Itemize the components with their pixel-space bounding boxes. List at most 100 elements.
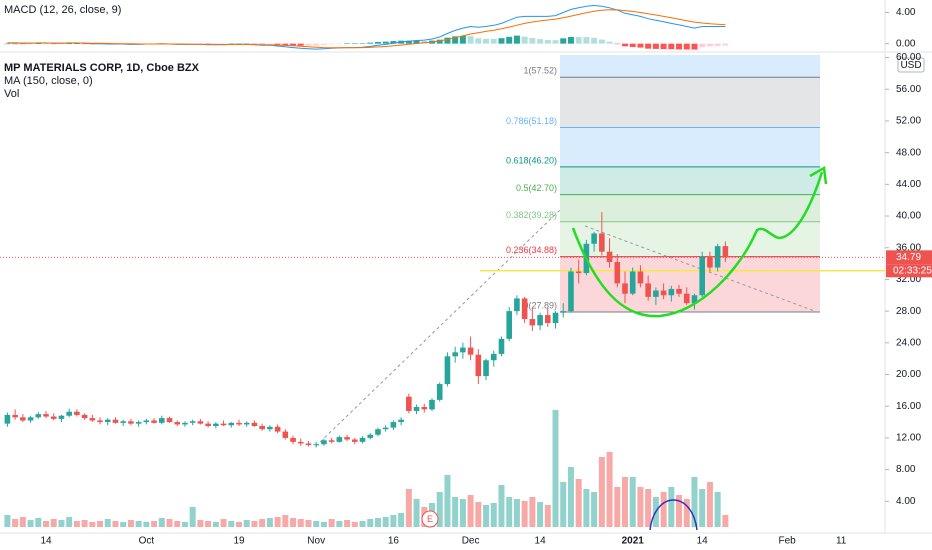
trend-line <box>315 209 561 447</box>
macd-histogram-bar <box>320 43 327 45</box>
candle-body <box>259 426 265 430</box>
macd-histogram-bar <box>282 43 289 46</box>
fib-label: 0.382(39.28) <box>506 210 557 220</box>
macd-histogram-bar <box>614 43 621 45</box>
candle-body <box>97 420 103 423</box>
volume-bar <box>243 520 250 527</box>
macd-histogram-bar <box>436 39 443 44</box>
earnings-marker[interactable] <box>421 510 439 528</box>
macd-histogram-bar <box>521 36 528 44</box>
x-tick-label: 2021 <box>622 536 645 547</box>
volume-bar <box>236 522 242 527</box>
volume-bar <box>398 513 405 527</box>
macd-histogram-bar <box>351 43 358 45</box>
volume-bar <box>313 521 320 527</box>
volume-bar <box>483 505 490 527</box>
candle-body <box>490 353 497 361</box>
macd-histogram-bar <box>4 43 11 45</box>
volume-bar <box>475 502 482 527</box>
volume-bar <box>436 492 443 527</box>
candle-body <box>637 271 644 284</box>
indicator-label: MA (150, close, 0) <box>4 75 93 87</box>
indicator-label: Vol <box>4 88 19 100</box>
candle-body <box>498 338 505 354</box>
candle-body <box>344 437 350 440</box>
candle-body <box>359 437 366 442</box>
volume-bar <box>351 522 358 527</box>
macd-histogram-bar <box>413 40 420 44</box>
volume-bar <box>537 502 544 527</box>
volume-bar <box>158 518 165 527</box>
candle-body <box>367 434 374 438</box>
candle-body <box>537 315 543 326</box>
volume-bar <box>591 492 598 527</box>
volume-bar <box>120 522 127 527</box>
fib-zone <box>560 77 820 128</box>
macd-histogram-bar <box>513 35 520 44</box>
volume-bar <box>4 515 11 527</box>
candle-body <box>50 416 57 419</box>
candle-body <box>81 414 88 419</box>
macd-histogram-bar <box>266 43 273 45</box>
macd-histogram-bar <box>537 39 544 44</box>
candle-body <box>599 233 605 252</box>
macd-histogram-bar <box>220 43 227 45</box>
candle-body <box>243 422 250 425</box>
y-tick-label: 36.00 <box>896 242 921 253</box>
macd-histogram-bar <box>367 42 374 44</box>
candle-body <box>375 429 381 435</box>
macd-histogram-bar <box>305 43 312 46</box>
volume-bar <box>274 517 281 527</box>
candle-body <box>722 246 729 258</box>
fib-label: 0.5(42.70) <box>516 183 557 193</box>
price-badge-label: 34.79 <box>896 252 921 263</box>
volume-bar <box>174 521 181 527</box>
volume-bar <box>606 452 613 527</box>
candle-body <box>143 420 150 423</box>
macd-histogram-bar <box>660 43 667 50</box>
candle-body <box>58 415 65 419</box>
macd-histogram-bar <box>405 40 412 44</box>
currency-badge[interactable] <box>897 57 925 73</box>
volume-bar <box>699 489 706 527</box>
candle-body <box>4 414 11 424</box>
volume-bar <box>498 485 505 527</box>
volume-bar <box>374 518 381 527</box>
volume-bar <box>104 519 111 527</box>
candle-body <box>112 419 119 423</box>
candle-body <box>645 283 651 297</box>
volume-bar <box>622 477 628 527</box>
volume-bar <box>614 487 621 527</box>
volume-bar <box>344 520 351 527</box>
candle-body <box>560 311 567 313</box>
candle-body <box>614 261 621 284</box>
candle-body <box>622 283 628 294</box>
candle-body <box>321 440 327 445</box>
volume-bar <box>552 410 559 527</box>
macd-histogram-bar <box>583 37 590 44</box>
y-tick-label: 28.00 <box>896 306 921 317</box>
drawing-arrowhead <box>809 165 828 185</box>
y-tick-label: 44.00 <box>896 179 921 190</box>
y-tick-label: 32.00 <box>896 274 921 285</box>
candle-body <box>66 411 72 416</box>
volume-bar <box>259 519 266 527</box>
volume-bar <box>19 517 26 527</box>
candle-body <box>676 288 682 294</box>
y-tick-label: 4.00 <box>896 496 916 507</box>
candle-body <box>213 423 219 427</box>
fib-zone <box>560 127 820 167</box>
macd-histogram-bar <box>73 43 80 45</box>
candle-body <box>352 439 358 442</box>
volume-bar <box>513 499 520 527</box>
x-tick-label: 16 <box>388 536 400 547</box>
macd-histogram-bar <box>459 35 466 44</box>
countdown-label: 02:33:25 <box>893 265 932 276</box>
volume-bar <box>691 477 698 527</box>
candle-body <box>290 437 296 442</box>
y-tick-label: 0.00 <box>896 38 916 49</box>
volume-bar <box>390 515 397 527</box>
macd-histogram-bar <box>683 43 690 50</box>
volume-bar <box>382 517 389 527</box>
macd-histogram-bar <box>676 43 683 50</box>
